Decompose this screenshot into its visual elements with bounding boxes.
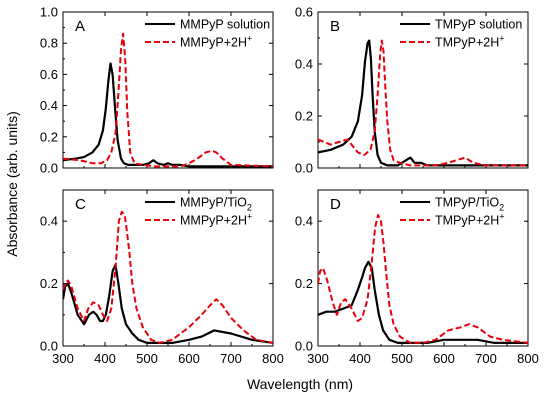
x-axis-title: Wavelength (nm) xyxy=(247,376,353,392)
x-tick-label: 700 xyxy=(475,351,497,366)
series-line-protonated xyxy=(63,210,273,344)
series-line-reference xyxy=(63,62,273,168)
y-tick-label: 0.2 xyxy=(40,276,58,291)
series-line-protonated xyxy=(63,32,273,168)
x-tick-label: 400 xyxy=(94,351,116,366)
legend-entry-label: TMPyP+2H+ xyxy=(435,212,505,228)
panel-letter: D xyxy=(330,196,341,213)
panel-c: 300 400 500 600 700 800 0.0 0.2 0.4 C MMPyP/TiO2MM… xyxy=(40,189,284,366)
legend-entry-label: MMPyP/TiO2 xyxy=(180,196,252,213)
series-line-protonated xyxy=(318,214,528,344)
x-tick-label: 700 xyxy=(220,351,242,366)
y-tick-label: 0.4 xyxy=(295,214,313,229)
x-tick-label: 500 xyxy=(136,351,158,366)
x-tick-label: 400 xyxy=(349,351,371,366)
series-line-protonated xyxy=(318,39,528,167)
panel-letter: C xyxy=(75,196,86,213)
legend: TMPyP solution TMPyP+2H+ xyxy=(400,18,522,50)
legend-entry-label: MMPyP+2H+ xyxy=(180,212,252,228)
x-tick-label: 300 xyxy=(52,351,74,366)
series-line-reference xyxy=(318,39,528,167)
legend-entry-label: MMPyP solution xyxy=(180,18,270,32)
x-tick-label: 800 xyxy=(517,351,539,366)
y-tick-label: 0.6 xyxy=(40,67,58,82)
y-tick-label: 0.4 xyxy=(295,57,313,72)
y-tick-label: 0.2 xyxy=(295,109,313,124)
y-tick-label: 0.0 xyxy=(295,339,313,354)
legend-entry-label: TMPyP/TiO2 xyxy=(435,196,504,213)
panel-a: 0.0 0.2 0.4 0.6 0.8 1.0 A MMPyP solution MMPyP+2… xyxy=(40,5,274,176)
y-tick-label: 0.4 xyxy=(40,98,58,113)
y-tick-label: 1.0 xyxy=(40,5,58,20)
x-tick-label: 600 xyxy=(433,351,455,366)
panel-b: 0.0 0.2 0.4 0.6 B TMPyP solution TMPyP+2H+ xyxy=(295,5,529,176)
y-axis-title: Absorbance (arb. units) xyxy=(4,111,20,257)
y-tick-label: 0.0 xyxy=(40,161,58,176)
panel-letter: A xyxy=(75,18,85,35)
x-tick-label: 600 xyxy=(178,351,200,366)
legend-entry-label: MMPyP+2H+ xyxy=(180,34,252,50)
y-tick-label: 0.6 xyxy=(295,5,313,20)
panel-letter: B xyxy=(330,18,340,35)
panels-container: 0.0 0.2 0.4 0.6 0.8 1.0 A MMPyP solution MMPyP+2… xyxy=(40,5,539,367)
y-tick-label: 0.8 xyxy=(40,36,58,51)
legend: MMPyP solution MMPyP+2H+ xyxy=(145,18,270,50)
legend-entry-label: TMPyP+2H+ xyxy=(435,34,505,50)
series-line-reference xyxy=(318,260,528,344)
x-tick-label: 300 xyxy=(307,351,329,366)
y-tick-label: 0.0 xyxy=(295,161,313,176)
panel-d: 300 400 500 600 700 800 0.0 0.2 0.4 D TMPyP/TiO2TM… xyxy=(295,189,539,366)
legend-entry-label: TMPyP solution xyxy=(435,18,522,32)
y-tick-label: 0.2 xyxy=(295,276,313,291)
y-tick-label: 0.4 xyxy=(40,214,58,229)
x-tick-label: 500 xyxy=(391,351,413,366)
y-tick-label: 0.0 xyxy=(40,339,58,354)
x-tick-label: 800 xyxy=(262,351,284,366)
y-tick-label: 0.2 xyxy=(40,129,58,144)
